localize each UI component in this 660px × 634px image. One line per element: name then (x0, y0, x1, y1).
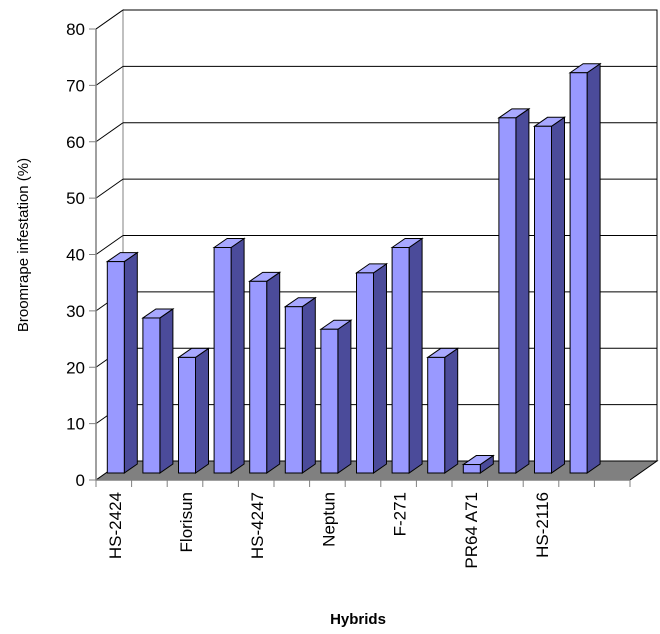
bar-side (515, 107, 530, 474)
bar-front (178, 356, 196, 474)
bar-front (320, 328, 339, 474)
y-tick-label: 70 (66, 76, 85, 95)
bar-side (444, 347, 459, 474)
bar (461, 454, 495, 474)
gridline-side (95, 178, 124, 199)
bar-front (391, 247, 410, 474)
bar-side (123, 251, 138, 474)
y-tick-label: 30 (66, 302, 85, 321)
bar-side (551, 116, 565, 474)
x-tick-label: HS-2116 (533, 492, 552, 558)
y-tick-labels: 0 10 20 30 40 50 60 70 80 (66, 20, 85, 490)
bar (283, 296, 317, 474)
bar (568, 62, 602, 474)
bars (105, 62, 602, 474)
bar-front (356, 272, 374, 474)
bar (105, 251, 139, 474)
bar-front (569, 72, 588, 474)
y-tick-label: 50 (66, 189, 85, 208)
bar (426, 347, 460, 474)
y-tick-label: 0 (76, 471, 85, 490)
bar-front (462, 464, 481, 474)
bar (354, 262, 389, 474)
bar-side (159, 308, 174, 474)
bar-front (249, 280, 268, 474)
bar-side (266, 271, 281, 474)
bar-side (195, 347, 209, 474)
bar-front (106, 261, 125, 474)
bar-side (586, 62, 601, 474)
bar-front (498, 117, 517, 474)
y-tick-label: 20 (66, 358, 85, 377)
y-tick-label: 60 (66, 133, 85, 152)
bar-side (301, 296, 316, 474)
gridline-side (95, 122, 124, 143)
x-tick-label: Neptun (319, 492, 338, 547)
bar (176, 347, 211, 474)
x-tick-label: PR64 A71 (462, 492, 481, 569)
x-tick-label: HS-2424 (106, 492, 125, 559)
x-tick-labels: HS-2424 Florisun HS-4247 Neptun F-271 PR64 A7… (106, 492, 552, 569)
bar (212, 237, 246, 474)
bar (497, 107, 531, 474)
x-tick-label: F-271 (391, 492, 410, 536)
bar (248, 271, 282, 474)
axes (89, 28, 631, 487)
y-axis-title: Broomrape infestation (%) (15, 158, 32, 332)
x-tick-label: HS-4247 (248, 492, 267, 559)
bar-side (373, 262, 387, 474)
bar (390, 237, 424, 474)
bar-side (337, 319, 352, 474)
bar-side (230, 237, 245, 474)
bar-front (534, 125, 552, 474)
x-axis-title: Hybrids (330, 611, 386, 628)
bar-front (142, 317, 161, 474)
gridline-side (95, 235, 124, 255)
bar-side (408, 237, 423, 474)
bar-front (427, 356, 446, 474)
bar-front (284, 306, 303, 474)
y-tick-label: 80 (66, 20, 85, 39)
bar (319, 319, 353, 474)
x-tick-label: Florisun (177, 492, 196, 552)
bar-front (213, 247, 232, 474)
bar (141, 308, 175, 474)
y-tick-label: 10 (66, 415, 85, 434)
gridline-side (95, 65, 124, 86)
gridline-side (95, 9, 124, 30)
bar (532, 116, 567, 474)
y-tick-label: 40 (66, 246, 85, 265)
